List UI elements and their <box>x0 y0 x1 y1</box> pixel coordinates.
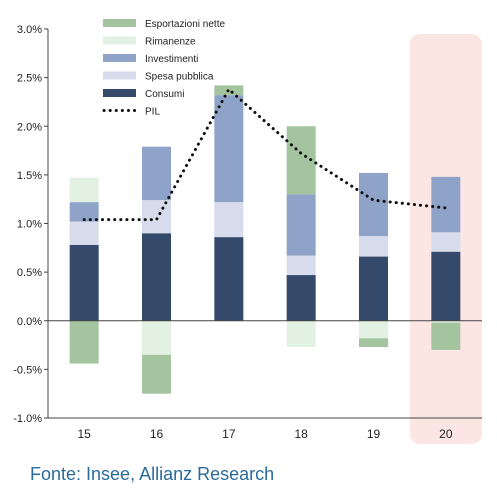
bar-spesa-pubblica-17 <box>214 202 244 238</box>
bar-spesa-pubblica-20 <box>431 232 461 252</box>
bar-consumi-19 <box>359 256 388 321</box>
legend-label: Consumi <box>145 89 184 100</box>
bar-esportazioni-nette-16 <box>142 354 171 394</box>
bar-investimenti-16 <box>142 146 171 201</box>
bar-spesa-pubblica-16 <box>142 200 171 234</box>
legend-label: Rimanenze <box>145 37 196 48</box>
bar-rimanenze-15 <box>69 177 99 203</box>
bar-investimenti-15 <box>69 202 99 222</box>
legend-label: Spesa pubblica <box>145 72 214 83</box>
x-tick-label: 17 <box>222 427 236 441</box>
legend-swatch-rimanenze <box>103 36 136 45</box>
bar-esportazioni-nette-15 <box>69 320 99 364</box>
bar-consumi-15 <box>69 244 99 321</box>
x-tick-label: 15 <box>77 427 91 441</box>
legend-swatch-investimenti <box>103 54 136 62</box>
legend-swatch-spesa-pubblica <box>103 71 136 80</box>
bar-rimanenze-19 <box>359 320 388 339</box>
bar-spesa-pubblica-18 <box>286 255 316 276</box>
y-tick-label: -0.5% <box>13 364 42 376</box>
legend-swatch-esportazioni-nette <box>103 19 136 27</box>
bar-consumi-17 <box>214 237 244 321</box>
legend-label: PIL <box>145 107 160 118</box>
bar-esportazioni-nette-20 <box>431 322 461 350</box>
bar-esportazioni-nette-19 <box>359 338 388 348</box>
bar-consumi-16 <box>142 233 171 321</box>
y-tick-label: 1.0% <box>17 219 42 231</box>
bar-investimenti-19 <box>359 172 388 237</box>
legend-swatch-consumi <box>103 89 136 97</box>
x-tick-label: 18 <box>294 427 308 441</box>
y-tick-label: 3.0% <box>17 24 42 36</box>
bar-consumi-18 <box>286 275 316 321</box>
x-tick-label: 16 <box>150 427 164 441</box>
x-tick-label: 19 <box>367 427 381 441</box>
bar-rimanenze-20 <box>431 320 461 323</box>
y-tick-label: -1.0% <box>13 413 42 425</box>
x-tick-label: 20 <box>439 427 453 441</box>
bar-investimenti-18 <box>286 194 316 256</box>
bar-spesa-pubblica-19 <box>359 236 388 257</box>
y-tick-label: 2.5% <box>17 73 42 85</box>
bar-rimanenze-18 <box>286 320 316 348</box>
y-tick-label: 1.5% <box>17 170 42 182</box>
source-note: Fonte: Insee, Allianz Research <box>30 464 275 484</box>
bar-investimenti-17 <box>214 95 244 203</box>
bar-investimenti-20 <box>431 176 461 233</box>
bar-rimanenze-16 <box>142 320 171 355</box>
bar-spesa-pubblica-15 <box>69 221 99 245</box>
line-pil <box>82 86 448 222</box>
bar-consumi-20 <box>431 251 461 321</box>
y-tick-label: 2.0% <box>17 121 42 133</box>
y-tick-label: 0.0% <box>17 316 42 328</box>
y-tick-label: 0.5% <box>17 267 42 279</box>
legend-label: Esportazioni nette <box>145 19 225 30</box>
legend-label: Investimenti <box>145 54 198 65</box>
